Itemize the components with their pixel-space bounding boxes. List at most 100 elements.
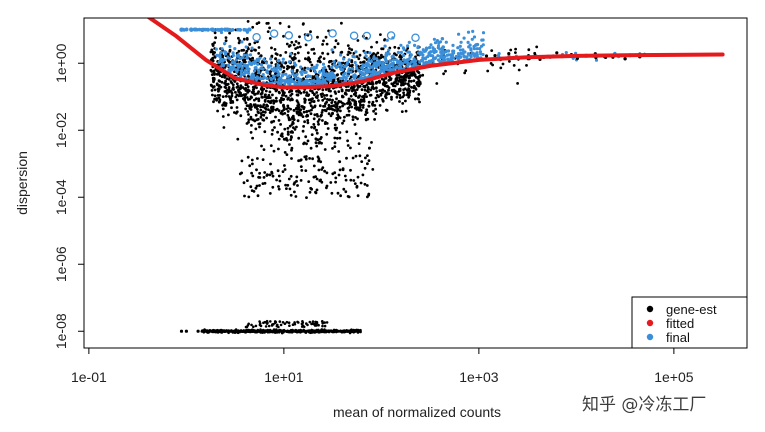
gene-est-point xyxy=(464,69,468,72)
gene-est-point xyxy=(258,122,262,125)
final-point xyxy=(349,70,353,74)
gene-est-point xyxy=(308,190,312,194)
gene-est-point xyxy=(226,52,230,56)
final-point xyxy=(406,50,410,54)
gene-est-point xyxy=(285,153,289,157)
gene-est-point xyxy=(283,168,287,171)
gene-est-point xyxy=(263,106,267,110)
final-point xyxy=(206,27,210,32)
gene-est-point xyxy=(374,81,378,84)
gene-est-point xyxy=(263,320,267,324)
final-point xyxy=(367,56,371,61)
gene-est-point xyxy=(329,114,333,118)
final-outlier-ring xyxy=(269,29,279,38)
final-point xyxy=(243,63,247,67)
gene-est-point xyxy=(295,125,298,129)
gene-est-point xyxy=(331,112,334,116)
final-point xyxy=(367,59,371,63)
gene-est-point xyxy=(357,57,361,61)
gene-est-point xyxy=(280,132,284,136)
gene-est-point xyxy=(210,48,214,52)
y-tick-label: 1e-04 xyxy=(53,179,69,215)
gene-est-point xyxy=(262,87,266,91)
gene-est-point xyxy=(311,320,315,323)
gene-est-point xyxy=(261,110,265,114)
final-point xyxy=(429,43,433,47)
final-outlier-ring xyxy=(252,32,261,42)
gene-est-point xyxy=(307,109,311,113)
gene-est-point xyxy=(263,181,267,185)
gene-est-point xyxy=(406,46,410,50)
gene-est-point xyxy=(319,137,322,141)
gene-est-point xyxy=(270,46,273,50)
gene-est-point xyxy=(184,329,188,333)
final-point xyxy=(379,69,383,73)
gene-est-point xyxy=(224,330,228,333)
final-point xyxy=(416,45,420,49)
gene-est-point xyxy=(245,38,249,41)
final-point xyxy=(298,79,302,83)
final-point xyxy=(422,49,426,54)
gene-est-point xyxy=(270,329,274,333)
gene-est-point xyxy=(345,130,349,134)
gene-est-point xyxy=(288,187,292,191)
final-point xyxy=(407,40,411,45)
gene-est-point xyxy=(352,179,356,182)
gene-est-point xyxy=(375,99,378,103)
gene-est-point xyxy=(310,322,313,326)
gene-est-point xyxy=(336,42,340,46)
gene-est-point xyxy=(272,119,276,123)
final-point xyxy=(215,53,219,58)
gene-est-point xyxy=(351,115,355,119)
gene-est-point xyxy=(349,168,352,172)
gene-est-point xyxy=(329,181,333,184)
gene-est-point xyxy=(353,89,357,92)
gene-est-point xyxy=(363,182,367,186)
gene-est-point xyxy=(312,117,316,121)
gene-est-point xyxy=(318,104,322,108)
gene-est-point xyxy=(289,135,293,138)
final-point xyxy=(242,53,246,57)
gene-est-point xyxy=(311,106,315,109)
gene-est-point xyxy=(247,120,250,124)
final-point xyxy=(280,74,284,78)
final-point xyxy=(400,62,404,66)
final-point xyxy=(469,48,473,52)
final-point xyxy=(433,56,437,61)
final-point xyxy=(472,35,477,39)
plot-frame xyxy=(83,17,748,349)
gene-est-point xyxy=(269,101,272,105)
final-point xyxy=(323,66,327,70)
gene-est-point xyxy=(361,173,365,177)
gene-est-point xyxy=(315,177,319,181)
gene-est-point xyxy=(312,330,316,333)
gene-est-point xyxy=(319,329,323,332)
final-point xyxy=(362,72,366,76)
gene-est-point xyxy=(262,103,266,106)
final-point xyxy=(347,58,351,62)
gene-est-point xyxy=(274,89,278,93)
final-point xyxy=(475,53,479,57)
gene-est-point xyxy=(269,320,272,323)
gene-est-point xyxy=(350,59,354,62)
gene-est-point xyxy=(341,104,344,108)
final-point xyxy=(250,46,254,50)
gene-est-point xyxy=(239,84,243,88)
gene-est-point xyxy=(264,93,267,97)
gene-est-point xyxy=(512,64,516,67)
gene-est-point xyxy=(251,25,255,29)
final-point xyxy=(413,43,417,48)
final-point xyxy=(197,27,202,32)
final-point xyxy=(276,63,280,67)
gene-est-point xyxy=(268,111,272,114)
final-point xyxy=(283,82,287,86)
final-point xyxy=(469,55,473,59)
gene-est-point xyxy=(319,114,322,118)
final-point xyxy=(427,59,431,63)
gene-est-point xyxy=(256,117,260,121)
gene-est-point xyxy=(240,330,244,333)
gene-est-point xyxy=(325,329,328,333)
gene-est-point xyxy=(258,184,261,187)
gene-est-point xyxy=(305,110,309,113)
gene-est-point xyxy=(321,321,325,325)
